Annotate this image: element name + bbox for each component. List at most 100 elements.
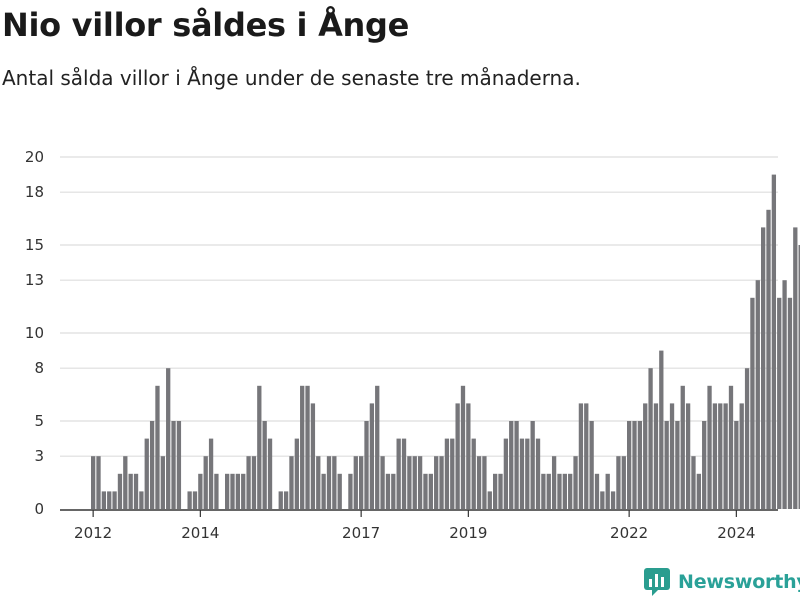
bar — [664, 421, 669, 509]
chart-subtitle: Antal sålda villor i Ånge under de senas… — [2, 66, 581, 90]
bar — [155, 385, 160, 509]
bar — [348, 473, 353, 509]
y-tick-label: 8 — [34, 359, 44, 377]
bar — [144, 438, 149, 509]
bar — [294, 438, 299, 509]
bar-chart-logo-icon — [644, 568, 670, 596]
bar — [133, 473, 139, 509]
bar — [621, 456, 626, 509]
x-axis-labels: 2012 2014 2017 2019 2022 2024 — [74, 524, 755, 542]
bar — [310, 403, 316, 509]
bar — [439, 456, 444, 509]
y-tick-label: 15 — [25, 236, 44, 254]
bar — [337, 473, 342, 509]
bar — [434, 456, 439, 509]
bar — [702, 421, 707, 509]
y-tick-label: 3 — [34, 447, 44, 465]
bar — [562, 473, 567, 509]
bar — [643, 403, 648, 509]
bar — [707, 385, 712, 509]
y-axis-labels: 0 3 5 8 10 13 15 18 20 — [25, 148, 44, 518]
bar — [696, 473, 701, 509]
bar — [316, 456, 321, 509]
bar — [412, 456, 417, 509]
bar — [369, 403, 375, 509]
bar — [128, 473, 133, 509]
bar — [166, 368, 171, 509]
bar — [648, 368, 653, 509]
bar — [305, 385, 310, 509]
bar — [380, 456, 385, 509]
x-tick-label: 2012 — [74, 524, 112, 542]
bar — [761, 227, 766, 509]
y-tick-label: 18 — [25, 183, 44, 201]
bar — [187, 491, 192, 509]
x-tick-label: 2024 — [717, 524, 755, 542]
bar — [669, 403, 675, 509]
bar — [214, 473, 219, 509]
bar — [139, 491, 144, 509]
bar — [632, 421, 637, 509]
bar — [283, 491, 289, 509]
bar — [332, 456, 337, 509]
bar — [718, 403, 723, 509]
bar — [417, 456, 423, 509]
bar — [610, 491, 616, 509]
bar — [723, 403, 728, 509]
bar — [557, 473, 562, 509]
bar — [321, 473, 326, 509]
bar — [750, 297, 755, 509]
bar — [653, 403, 659, 509]
bar — [509, 421, 514, 509]
bar — [793, 227, 798, 509]
bar — [198, 473, 203, 509]
bar — [771, 174, 777, 509]
bar — [637, 421, 643, 509]
bar — [251, 456, 257, 509]
bar — [267, 438, 273, 509]
bar — [578, 403, 584, 509]
bar — [257, 385, 262, 509]
bar — [627, 421, 632, 509]
bar — [391, 473, 396, 509]
bar — [241, 473, 246, 509]
bar — [278, 491, 283, 509]
bar — [208, 438, 214, 509]
bar — [230, 473, 235, 509]
y-tick-label: 5 — [34, 412, 44, 430]
bar — [659, 350, 664, 509]
x-tick-label: 2019 — [449, 524, 487, 542]
bar — [503, 438, 509, 509]
bar — [123, 456, 128, 509]
bar — [428, 473, 433, 509]
bar — [530, 421, 535, 509]
bar — [192, 491, 198, 509]
x-axis — [60, 509, 778, 517]
x-tick-label: 2017 — [342, 524, 380, 542]
bar — [712, 403, 718, 509]
bar — [616, 456, 621, 509]
bar — [546, 473, 551, 509]
bar — [589, 421, 594, 509]
bar — [519, 438, 525, 509]
bars — [91, 174, 800, 510]
bar — [225, 473, 230, 509]
bar — [364, 421, 369, 509]
bar — [594, 473, 600, 509]
y-tick-label: 10 — [25, 324, 44, 342]
chart-title: Nio villor såldes i Ånge — [2, 6, 410, 44]
bar — [600, 491, 605, 509]
bar — [514, 421, 519, 509]
bar — [471, 438, 476, 509]
bar — [396, 438, 401, 509]
x-tick-label: 2022 — [610, 524, 648, 542]
bar — [766, 209, 771, 510]
gridlines — [60, 156, 778, 457]
bar — [782, 280, 787, 509]
bar — [476, 456, 482, 509]
newsworthy-logo[interactable]: Newsworthy — [644, 568, 800, 596]
bar — [605, 473, 610, 509]
bar — [777, 297, 782, 509]
bar — [675, 421, 680, 509]
